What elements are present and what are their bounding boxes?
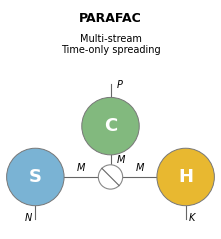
Text: H: H bbox=[178, 168, 193, 186]
Text: N: N bbox=[25, 213, 32, 223]
Text: K: K bbox=[189, 213, 195, 223]
Circle shape bbox=[82, 98, 139, 155]
Circle shape bbox=[7, 148, 64, 206]
Text: S: S bbox=[29, 168, 42, 186]
Text: M: M bbox=[136, 163, 144, 173]
Text: C: C bbox=[104, 117, 117, 135]
Text: Multi-stream: Multi-stream bbox=[80, 34, 141, 44]
Text: M: M bbox=[77, 163, 85, 173]
Text: P: P bbox=[116, 80, 122, 90]
Circle shape bbox=[157, 148, 214, 206]
Text: M: M bbox=[116, 155, 125, 165]
Text: Time-only spreading: Time-only spreading bbox=[61, 45, 160, 55]
Text: PARAFAC: PARAFAC bbox=[79, 12, 142, 25]
Circle shape bbox=[98, 165, 123, 189]
